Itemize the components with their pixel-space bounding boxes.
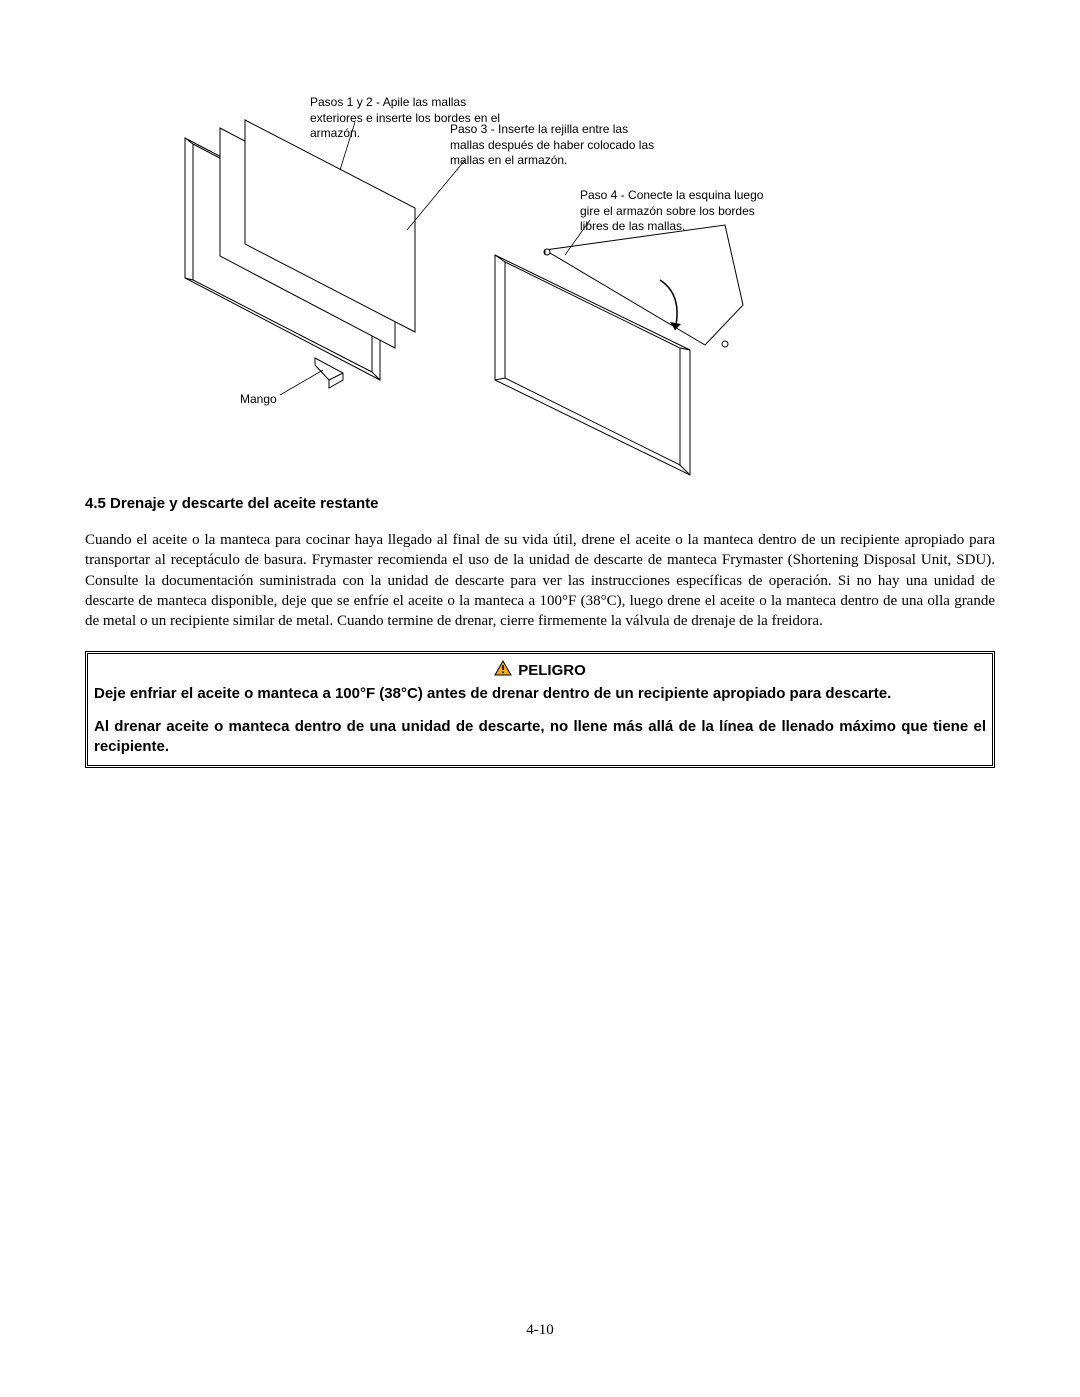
danger-paragraph-1: Deje enfriar el aceite o manteca a 100°F… — [94, 684, 986, 704]
body-paragraph: Cuando el aceite o la manteca para cocin… — [85, 530, 995, 631]
danger-header: PELIGRO — [94, 660, 986, 680]
danger-paragraph-2: Al drenar aceite o manteca dentro de una… — [94, 717, 986, 758]
label-step-3: Paso 3 - Inserte la rejilla entre las ma… — [450, 122, 660, 169]
danger-box: PELIGRO Deje enfriar el aceite o manteca… — [85, 651, 995, 768]
label-mango: Mango — [240, 392, 277, 408]
warning-icon — [494, 660, 512, 680]
danger-header-text: PELIGRO — [518, 662, 586, 679]
section-heading: 4.5 Drenaje y descarte del aceite restan… — [85, 495, 995, 512]
page-number: 4-10 — [0, 1322, 1080, 1339]
section-number: 4.5 — [85, 495, 106, 512]
assembly-diagram: Pasos 1 y 2 - Apile las mallas exteriore… — [85, 80, 995, 475]
section-title-text: Drenaje y descarte del aceite restante — [110, 495, 378, 512]
label-step-4: Paso 4 - Conecte la esquina luego gire e… — [580, 188, 775, 235]
